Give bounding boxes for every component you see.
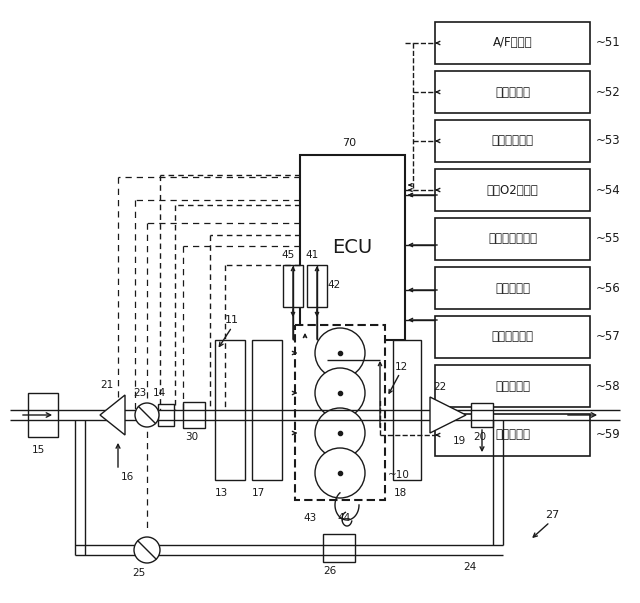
Text: 13: 13 — [215, 488, 228, 498]
Bar — [435, 365, 590, 407]
Bar — [435, 120, 590, 162]
Text: 43: 43 — [303, 513, 316, 523]
Polygon shape — [430, 397, 466, 433]
Text: 21: 21 — [100, 380, 113, 390]
Text: 24: 24 — [463, 562, 477, 572]
Text: ~56: ~56 — [596, 282, 620, 294]
Text: 26: 26 — [323, 566, 337, 576]
Bar — [215, 340, 245, 480]
Text: カムセンサ: カムセンサ — [495, 282, 530, 294]
Text: 17: 17 — [252, 488, 265, 498]
Bar — [307, 265, 327, 307]
Bar — [435, 267, 590, 309]
Bar — [323, 534, 355, 562]
Text: 23: 23 — [133, 388, 147, 398]
Text: A/Fセンサ: A/Fセンサ — [493, 37, 532, 49]
Bar — [435, 71, 590, 113]
Bar — [300, 155, 405, 340]
Text: 筒内圧センサ: 筒内圧センサ — [492, 330, 534, 344]
Bar — [283, 265, 303, 307]
Bar — [393, 340, 421, 480]
Text: 19: 19 — [453, 436, 467, 446]
Text: ~54: ~54 — [596, 183, 620, 197]
Text: 11: 11 — [225, 315, 239, 325]
Text: 吸気温センサ: 吸気温センサ — [492, 134, 534, 148]
Text: ~59: ~59 — [596, 429, 620, 441]
Bar — [435, 316, 590, 358]
Bar — [295, 325, 385, 500]
Text: 44: 44 — [337, 513, 350, 523]
Text: ECU: ECU — [332, 238, 372, 257]
Text: クランクセンサ: クランクセンサ — [488, 233, 537, 245]
Circle shape — [315, 328, 365, 378]
Text: 18: 18 — [394, 488, 407, 498]
Text: 30: 30 — [185, 432, 198, 442]
Circle shape — [315, 448, 365, 498]
Circle shape — [135, 403, 159, 427]
Text: 25: 25 — [132, 568, 146, 578]
Bar — [471, 403, 493, 427]
Bar — [435, 22, 590, 64]
Text: ~53: ~53 — [596, 134, 620, 148]
Text: 負荷センサ: 負荷センサ — [495, 86, 530, 98]
Bar — [435, 169, 590, 211]
Polygon shape — [100, 395, 125, 435]
Text: ~55: ~55 — [596, 233, 620, 245]
Text: ~10: ~10 — [388, 470, 410, 480]
Text: 42: 42 — [327, 280, 340, 290]
Text: ~51: ~51 — [596, 37, 620, 49]
Text: 14: 14 — [152, 388, 166, 398]
Circle shape — [315, 408, 365, 458]
Text: 70: 70 — [342, 138, 356, 148]
Text: 湿度センサ: 湿度センサ — [495, 429, 530, 441]
Bar — [183, 402, 205, 428]
Text: 12: 12 — [395, 362, 408, 372]
Bar — [435, 414, 590, 456]
Text: ~52: ~52 — [596, 86, 620, 98]
Bar — [28, 393, 58, 437]
Circle shape — [315, 368, 365, 418]
Text: 水温センサ: 水温センサ — [495, 379, 530, 393]
Text: 吸気O2センサ: 吸気O2センサ — [486, 183, 538, 197]
Text: ~58: ~58 — [596, 379, 620, 393]
Bar — [158, 404, 174, 426]
Text: 16: 16 — [121, 472, 134, 482]
Text: 41: 41 — [305, 250, 318, 260]
Text: ~57: ~57 — [596, 330, 620, 344]
Bar — [435, 218, 590, 260]
Text: 20: 20 — [473, 432, 486, 442]
Text: 45: 45 — [281, 250, 294, 260]
Circle shape — [134, 537, 160, 563]
Text: 27: 27 — [545, 510, 559, 520]
Text: 22: 22 — [433, 382, 447, 392]
Bar — [252, 340, 282, 480]
Text: 15: 15 — [32, 445, 45, 455]
